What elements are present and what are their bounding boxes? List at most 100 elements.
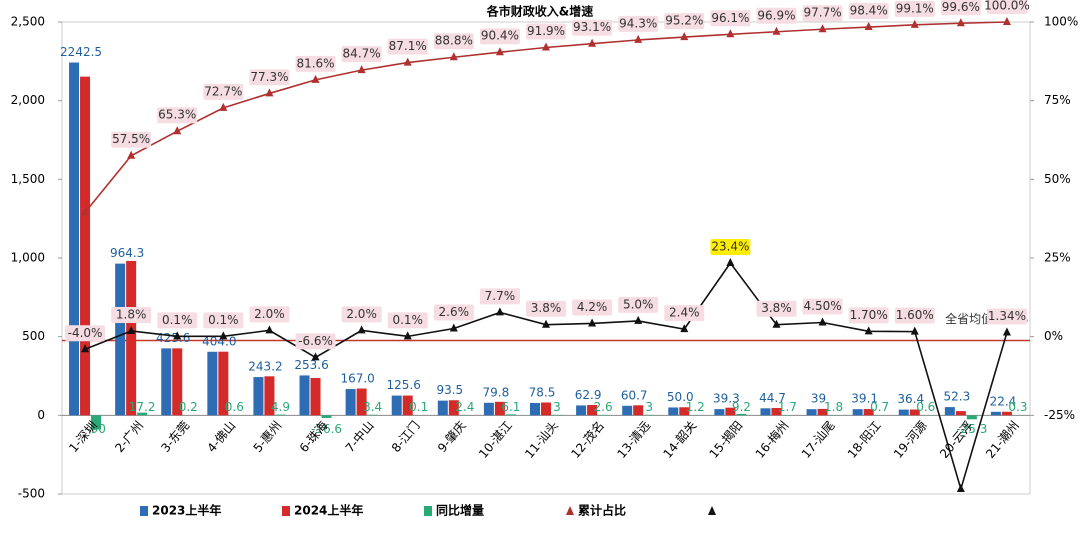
bar <box>506 414 516 415</box>
data-label: 77.3% <box>250 70 288 84</box>
data-label: 78.5 <box>529 385 556 399</box>
bar <box>300 375 310 415</box>
bar <box>392 396 402 416</box>
data-label: 3.4 <box>363 400 382 414</box>
data-label: 52.3 <box>943 390 970 404</box>
data-label: 167.0 <box>340 372 374 386</box>
data-label: 964.3 <box>110 246 144 260</box>
data-label: 5.0% <box>623 297 654 311</box>
bar <box>945 407 955 415</box>
y-tick-label: -500 <box>18 487 45 501</box>
bar <box>80 77 90 416</box>
data-label: 95.2% <box>665 14 703 28</box>
y2-tick-label: 100% <box>1044 15 1078 29</box>
data-label: 2.6 <box>594 400 613 414</box>
bar <box>275 415 285 416</box>
bar <box>760 408 770 415</box>
y2-tick-label: 25% <box>1044 251 1071 265</box>
y2-tick-label: 75% <box>1044 93 1071 107</box>
legend-label: 2023上半年 <box>152 503 221 518</box>
bar <box>346 389 356 415</box>
data-label: 4.2% <box>577 300 608 314</box>
data-label: 2.4% <box>669 306 700 320</box>
bar <box>311 378 321 415</box>
data-label: 84.7% <box>343 47 381 61</box>
bar <box>668 407 678 415</box>
y-tick-label: 500 <box>22 329 45 343</box>
data-label: 125.6 <box>387 378 421 392</box>
bar <box>126 261 136 415</box>
data-label: 1.2 <box>686 400 705 414</box>
data-label: 93.5 <box>436 383 463 397</box>
data-label: 98.4% <box>850 4 888 18</box>
data-label: 0.7 <box>870 400 889 414</box>
data-label: 7.7% <box>485 289 516 303</box>
data-label: 94.3% <box>619 16 657 30</box>
bar <box>368 415 378 416</box>
y2-tick-label: 50% <box>1044 172 1071 186</box>
data-label: 57.5% <box>112 132 150 146</box>
bar <box>714 409 724 415</box>
legend-label: 同比增量 <box>436 503 484 518</box>
bar <box>115 264 125 416</box>
data-label: 1.34% <box>988 309 1026 323</box>
data-label: 0.1% <box>208 313 239 327</box>
legend-label: 累计占比 <box>578 503 626 518</box>
bar <box>484 403 494 416</box>
bar <box>207 352 217 416</box>
data-label: 23.4% <box>711 240 749 254</box>
bar <box>530 403 540 415</box>
data-label: 0.2 <box>179 400 198 414</box>
y2-tick-label: -25% <box>1044 408 1075 422</box>
data-label: -6.6% <box>298 334 333 348</box>
data-label: 96.9% <box>757 8 795 22</box>
chart-title: 各市财政收入&增速 <box>486 4 593 19</box>
data-label: 0.1% <box>162 313 193 327</box>
data-label: 17.2 <box>129 400 156 414</box>
legend-swatch <box>424 506 432 516</box>
legend-swatch <box>282 506 290 516</box>
data-label: 0.6 <box>225 400 244 414</box>
data-label: 99.6% <box>942 0 980 14</box>
data-label: 0.6 <box>916 400 935 414</box>
data-label: 243.2 <box>248 360 282 374</box>
data-label: 96.1% <box>711 11 749 25</box>
bar <box>69 63 79 416</box>
y-tick-label: 1,500 <box>11 172 45 186</box>
data-label: 60.7 <box>621 388 648 402</box>
bar <box>253 377 263 415</box>
data-label: 3.8% <box>761 301 792 315</box>
data-label: 93.1% <box>573 20 611 34</box>
data-label: 90.4% <box>481 29 519 43</box>
data-label: 1.60% <box>896 308 934 322</box>
bar <box>622 406 632 416</box>
data-label: 99.1% <box>896 1 934 15</box>
data-label: 1.8% <box>116 308 147 322</box>
legend-swatch <box>140 506 148 516</box>
data-label: 425.6 <box>156 331 190 345</box>
y-tick-label: 2,000 <box>11 93 45 107</box>
data-label: 0.1 <box>409 400 428 414</box>
data-label: 0.1% <box>392 313 423 327</box>
y-tick-label: 2,500 <box>11 15 45 29</box>
data-label: -4.0% <box>68 326 103 340</box>
data-label: 88.8% <box>435 34 473 48</box>
data-label: 2.4 <box>455 400 474 414</box>
legend-label: 2024上半年 <box>294 503 363 518</box>
bar <box>853 409 863 415</box>
y-tick-label: 1,000 <box>11 251 45 265</box>
bar <box>899 410 909 416</box>
bar <box>576 405 586 415</box>
bar <box>438 401 448 416</box>
y-tick-label: 0 <box>37 408 45 422</box>
bar <box>736 414 746 415</box>
bar <box>967 415 977 419</box>
bar <box>956 411 966 415</box>
data-label: 79.8 <box>483 385 510 399</box>
data-label: 3 <box>645 400 653 414</box>
data-label: 9.2 <box>732 400 751 414</box>
data-label: 97.7% <box>804 6 842 20</box>
data-label: 1.8 <box>824 400 843 414</box>
data-label: 3.8% <box>531 301 562 315</box>
